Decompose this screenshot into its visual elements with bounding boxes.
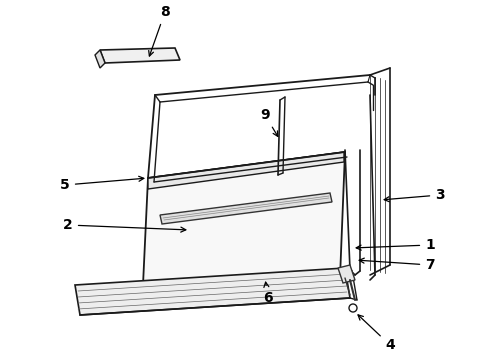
Text: 2: 2 [63, 218, 186, 232]
Text: 7: 7 [359, 258, 435, 272]
Text: 5: 5 [60, 176, 144, 192]
Polygon shape [143, 152, 345, 285]
Polygon shape [95, 50, 105, 68]
Text: 3: 3 [384, 188, 445, 202]
Text: 9: 9 [260, 108, 278, 136]
Text: 8: 8 [148, 5, 170, 56]
Circle shape [349, 304, 357, 312]
Polygon shape [160, 193, 332, 224]
Polygon shape [338, 265, 355, 283]
Text: 4: 4 [358, 315, 395, 352]
Polygon shape [100, 48, 180, 63]
Text: 1: 1 [356, 238, 435, 252]
Polygon shape [75, 268, 350, 315]
Polygon shape [148, 152, 344, 189]
Text: 6: 6 [263, 282, 273, 305]
